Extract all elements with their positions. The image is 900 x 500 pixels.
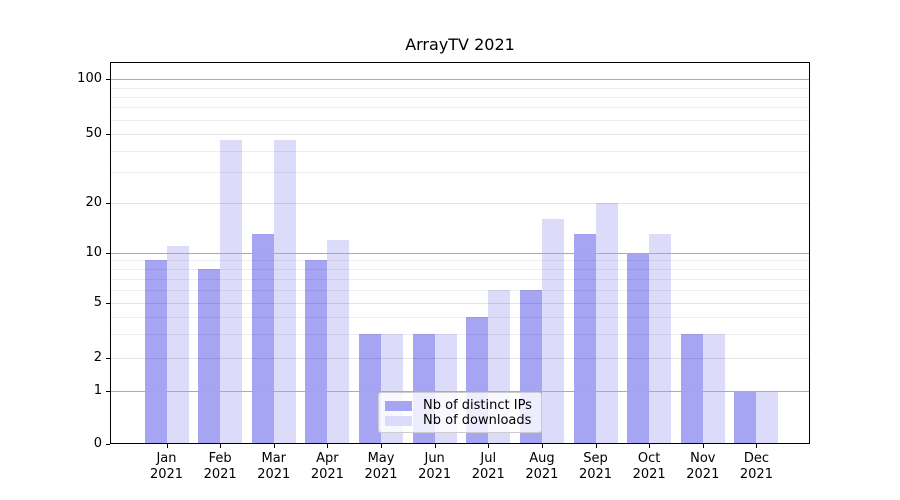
x-tick-label-oct: Oct 2021 bbox=[632, 451, 666, 482]
gridline-8 bbox=[110, 269, 810, 271]
bar-distinct-ips-apr bbox=[305, 260, 328, 444]
gridline-50 bbox=[110, 134, 810, 135]
legend-item-downloads: Nb of downloads bbox=[385, 413, 533, 428]
y-tick-label-100: 100 bbox=[77, 71, 102, 87]
y-tick-label-2: 2 bbox=[93, 350, 102, 366]
y-tick-label-50: 50 bbox=[85, 126, 102, 141]
gridline-10 bbox=[110, 252, 810, 254]
bar-downloads-dec bbox=[756, 390, 779, 444]
gridline-30 bbox=[110, 172, 810, 174]
gridline-70 bbox=[110, 107, 810, 109]
gridline-4 bbox=[110, 316, 810, 318]
bar-distinct-ips-dec bbox=[734, 390, 757, 444]
gridline-3 bbox=[110, 333, 810, 335]
legend: Nb of distinct IPs Nb of downloads bbox=[378, 392, 542, 433]
plot-area: Nb of distinct IPs Nb of downloads bbox=[110, 62, 810, 444]
y-tickmark-1 bbox=[106, 390, 110, 392]
bar-distinct-ips-sep bbox=[573, 233, 596, 444]
bar-downloads-nov bbox=[702, 333, 725, 444]
y-tickmark-2 bbox=[106, 358, 110, 360]
gridline-40 bbox=[110, 150, 810, 152]
gridline-9 bbox=[110, 260, 810, 262]
x-tick-label-feb: Feb 2021 bbox=[203, 451, 237, 482]
gridline-1 bbox=[110, 390, 810, 392]
x-tickmark-apr bbox=[327, 444, 329, 448]
x-tickmark-aug bbox=[541, 444, 543, 448]
x-tick-label-dec: Dec 2021 bbox=[739, 451, 773, 482]
x-tickmark-nov bbox=[702, 444, 704, 448]
bar-distinct-ips-mar bbox=[251, 233, 274, 444]
gridline-80 bbox=[110, 96, 810, 98]
y-tick-label-10: 10 bbox=[85, 244, 102, 260]
gridline-7 bbox=[110, 278, 810, 280]
x-tickmark-jun bbox=[434, 444, 436, 448]
x-tickmark-dec bbox=[756, 444, 758, 448]
y-tick-label-5: 5 bbox=[93, 295, 102, 311]
x-tick-label-aug: Aug 2021 bbox=[525, 451, 559, 482]
y-tickmark-100 bbox=[106, 79, 110, 81]
x-tick-label-jun: Jun 2021 bbox=[418, 451, 452, 482]
x-tick-label-may: May 2021 bbox=[364, 451, 398, 482]
bar-downloads-feb bbox=[220, 140, 243, 444]
x-tick-label-mar: Mar 2021 bbox=[257, 451, 291, 482]
legend-label-downloads: Nb of downloads bbox=[423, 413, 532, 428]
bar-downloads-oct bbox=[649, 233, 672, 444]
y-tickmark-50 bbox=[106, 134, 110, 135]
gridline-5 bbox=[110, 303, 810, 305]
legend-item-distinct-ips: Nb of distinct IPs bbox=[385, 398, 533, 413]
bar-distinct-ips-nov bbox=[680, 333, 703, 444]
chart-title: ArrayTV 2021 bbox=[405, 35, 515, 54]
y-tickmark-10 bbox=[106, 252, 110, 254]
bar-distinct-ips-oct bbox=[627, 252, 650, 444]
legend-swatch-distinct-ips-icon bbox=[385, 400, 412, 411]
gridline-20 bbox=[110, 202, 810, 204]
y-tick-label-1: 1 bbox=[93, 382, 102, 398]
x-tickmark-mar bbox=[273, 444, 275, 448]
y-tickmark-5 bbox=[106, 303, 110, 305]
bar-downloads-mar bbox=[273, 140, 296, 444]
y-tick-label-20: 20 bbox=[85, 194, 102, 210]
x-tickmark-may bbox=[381, 444, 383, 448]
bar-distinct-ips-feb bbox=[198, 269, 221, 444]
gridline-90 bbox=[110, 87, 810, 89]
x-tick-label-nov: Nov 2021 bbox=[686, 451, 720, 482]
bar-downloads-jan bbox=[166, 245, 189, 444]
bar-distinct-ips-jan bbox=[144, 260, 167, 444]
gridline-2 bbox=[110, 358, 810, 360]
legend-swatch-downloads-icon bbox=[385, 415, 412, 426]
x-tick-label-apr: Apr 2021 bbox=[310, 451, 344, 482]
bar-downloads-apr bbox=[327, 239, 350, 444]
x-tickmark-sep bbox=[595, 444, 597, 448]
x-tickmark-jan bbox=[166, 444, 168, 448]
y-tick-label-0: 0 bbox=[93, 436, 102, 451]
legend-label-distinct-ips: Nb of distinct IPs bbox=[423, 398, 532, 413]
gridline-6 bbox=[110, 290, 810, 292]
x-tick-label-jul: Jul 2021 bbox=[471, 451, 505, 482]
x-tick-label-sep: Sep 2021 bbox=[578, 451, 613, 482]
x-tickmark-feb bbox=[220, 444, 222, 448]
gridline-100 bbox=[110, 79, 810, 81]
x-tickmark-jul bbox=[488, 444, 490, 448]
x-tickmark-oct bbox=[649, 444, 651, 448]
y-tickmark-20 bbox=[106, 202, 110, 204]
bar-distinct-ips-may bbox=[359, 333, 382, 444]
gridline-60 bbox=[110, 119, 810, 121]
bar-downloads-aug bbox=[541, 218, 564, 444]
y-tickmark-0 bbox=[106, 444, 110, 445]
x-tick-label-jan: Jan 2021 bbox=[149, 451, 184, 482]
bar-downloads-sep bbox=[595, 202, 618, 444]
